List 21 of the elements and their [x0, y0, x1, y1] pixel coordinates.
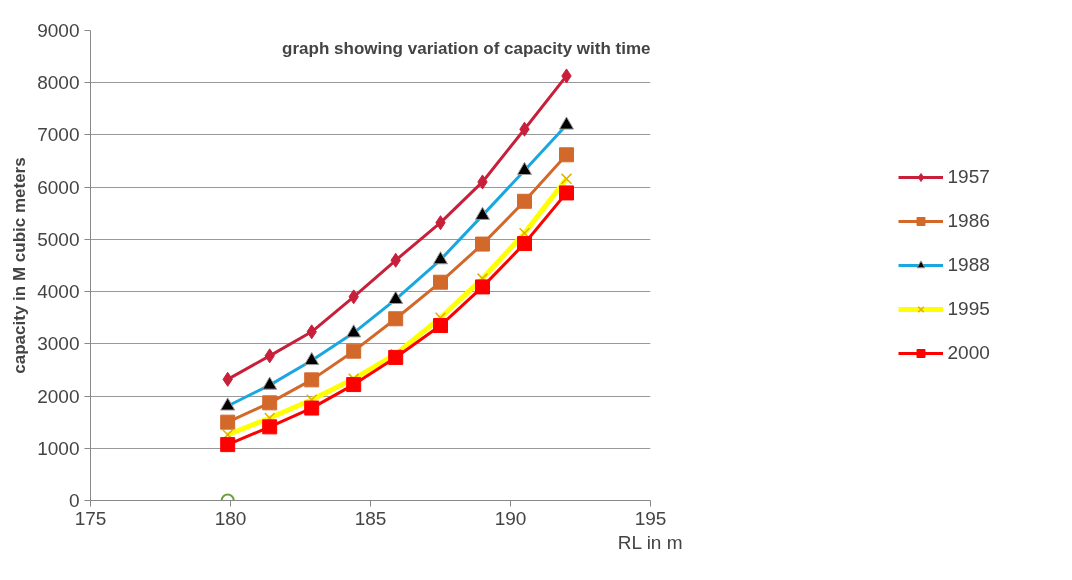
y-tick-label: 8000 — [37, 72, 80, 94]
y-tick-label: 1000 — [37, 437, 80, 459]
y-tick-label: 7000 — [37, 124, 80, 146]
y-tick-label: 9000 — [37, 20, 80, 41]
x-tick-label: 180 — [214, 507, 247, 529]
legend-label: 1988 — [947, 254, 991, 276]
legend-label: 1995 — [947, 298, 991, 320]
legend-label: 1986 — [947, 210, 991, 232]
y-tick-label: 4000 — [37, 281, 80, 303]
x-tick-label: 195 — [634, 507, 667, 529]
text: graph showing variation of capacity with time — [282, 38, 651, 58]
x-tick-label: 185 — [354, 507, 387, 529]
y-tick-label: 5000 — [37, 228, 80, 250]
y-tick-label: 3000 — [37, 333, 80, 355]
y-tick-label: 6000 — [37, 176, 80, 198]
y-axis-title: capacity in M cubic meters — [10, 157, 30, 374]
legend-label: 1957 — [947, 166, 991, 188]
x-tick-label: 190 — [494, 507, 527, 529]
legend-label: 2000 — [947, 342, 991, 364]
x-axis-title: RL in m — [617, 531, 683, 553]
y-tick-label: 2000 — [37, 385, 80, 407]
